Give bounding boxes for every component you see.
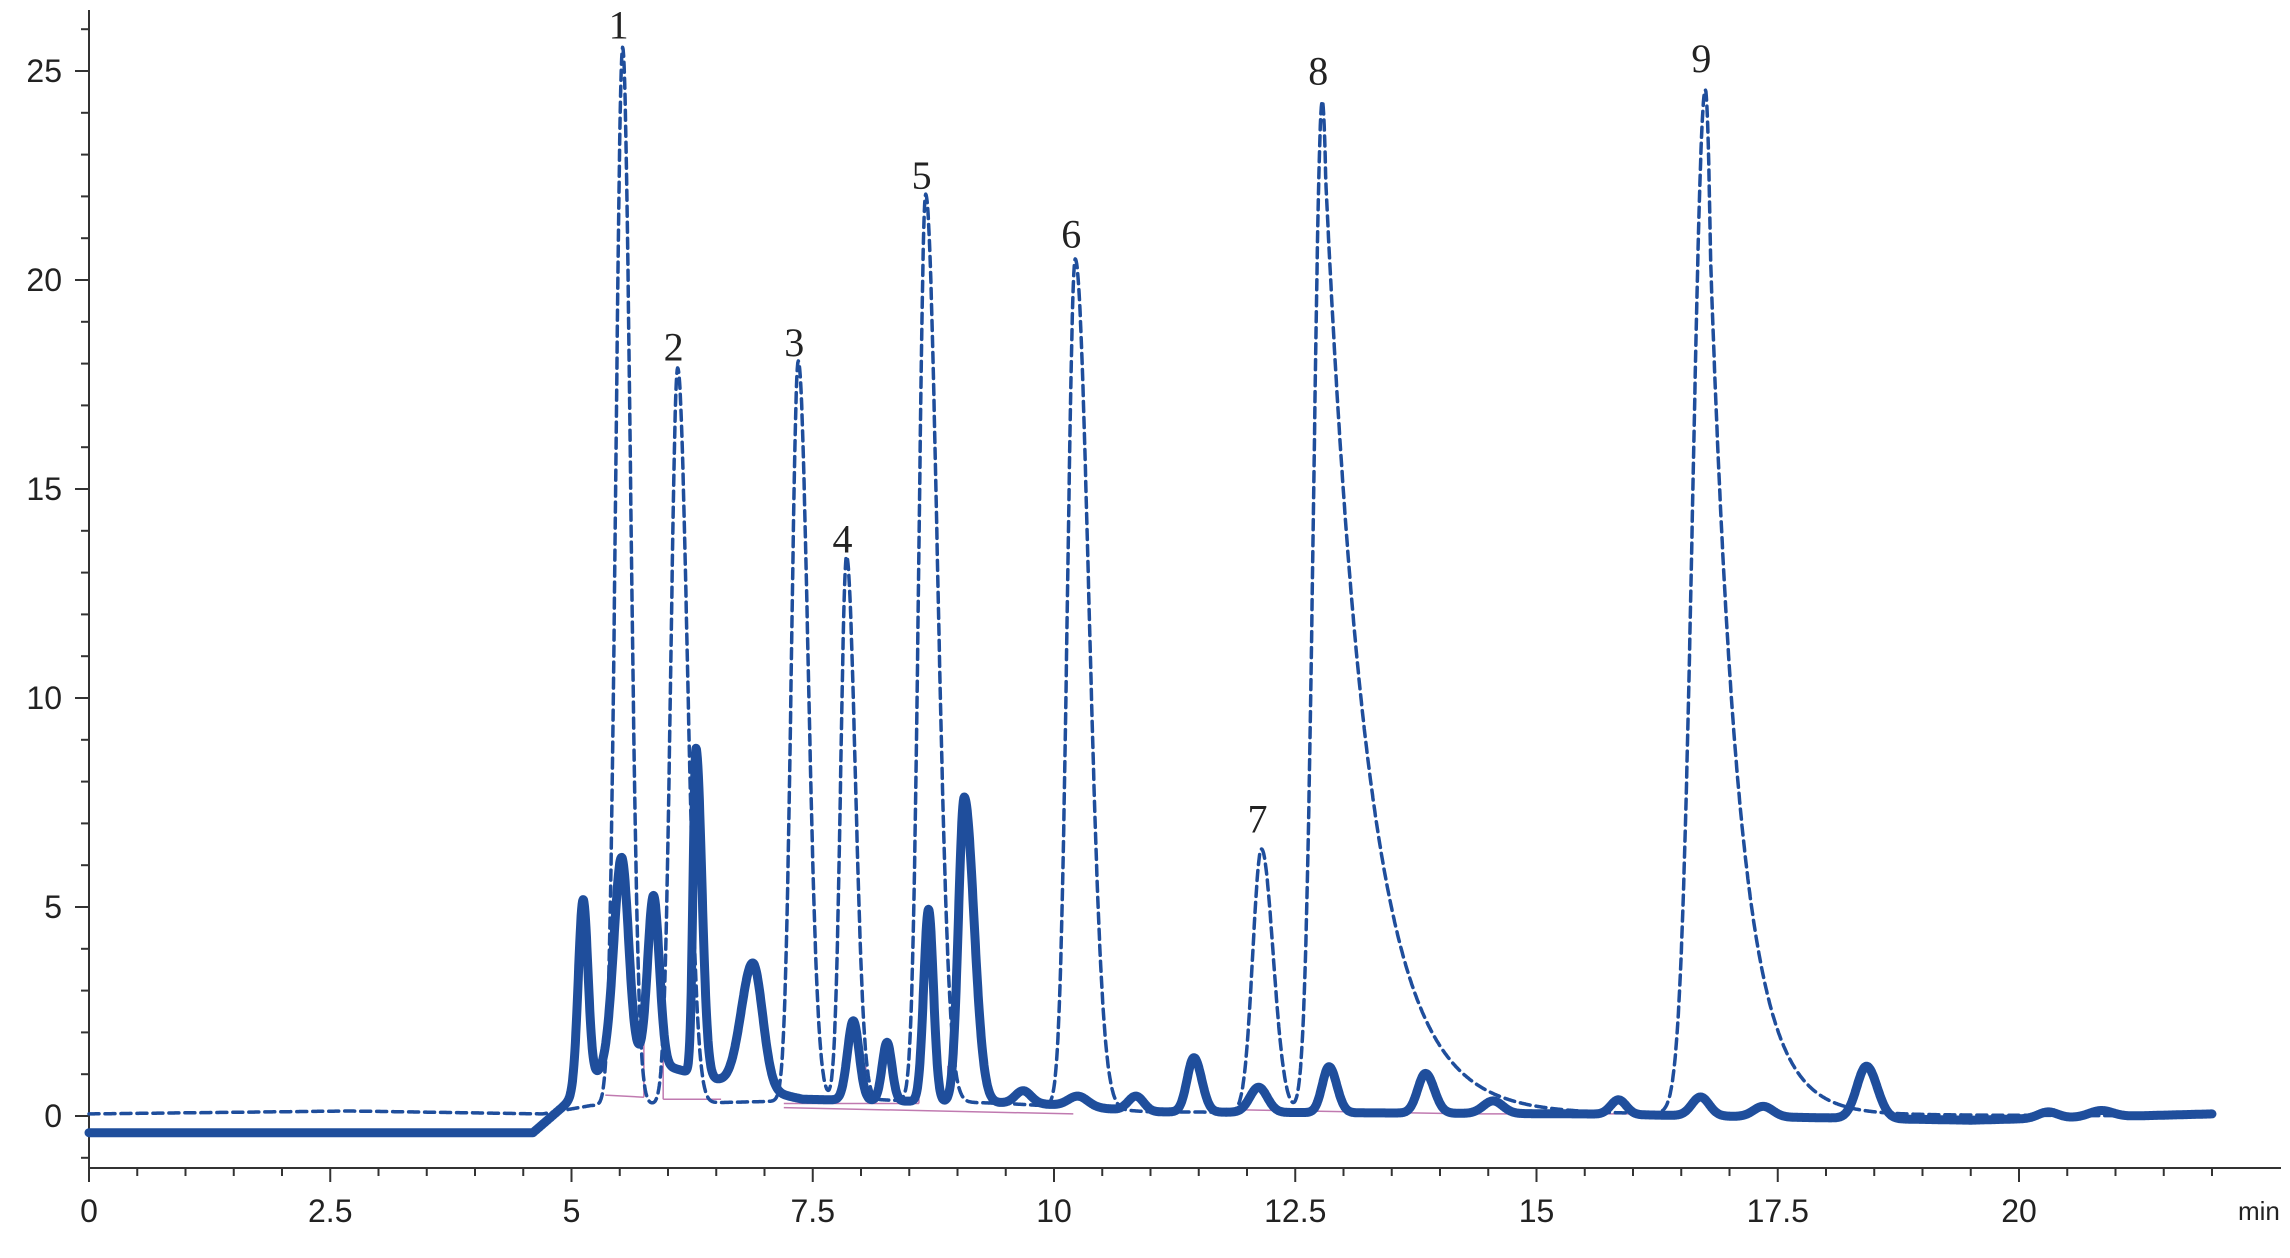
peak-label: 3 (784, 320, 804, 365)
y-tick-label: 15 (26, 471, 62, 507)
peak-label: 1 (609, 2, 629, 47)
x-tick-label: 10 (1036, 1193, 1072, 1229)
y-tick-label: 10 (26, 680, 62, 716)
peak-label: 5 (912, 153, 932, 198)
series-layer (84, 45, 2217, 1138)
y-tick-label: 5 (44, 889, 62, 925)
x-unit-label: min (2238, 1196, 2280, 1226)
x-tick-label: 7.5 (791, 1193, 835, 1229)
y-tick-label: 0 (44, 1098, 62, 1134)
x-tick-label: 20 (2001, 1193, 2037, 1229)
integration-line (605, 1094, 644, 1098)
peak-label: 7 (1247, 797, 1267, 842)
peak-label: 2 (664, 324, 684, 369)
x-tick-label: 2.5 (308, 1193, 352, 1229)
x-tick-label: 0 (80, 1193, 98, 1229)
integration-line (783, 1106, 1074, 1115)
y-tick-label: 20 (26, 262, 62, 298)
peak-label: 8 (1308, 48, 1328, 93)
y-tick-label: 25 (26, 53, 62, 89)
peak-label: 6 (1061, 211, 1081, 256)
peak-labels: 1 2 3 4 5 6 7 8 9 (609, 2, 1712, 841)
x-tick-label: 5 (563, 1193, 581, 1229)
x-tick-label: 17.5 (1747, 1193, 1809, 1229)
x-tick-label: 12.5 (1264, 1193, 1326, 1229)
dashed-trace (87, 45, 2214, 1118)
x-tick-label: 15 (1519, 1193, 1555, 1229)
peak-label: 9 (1691, 36, 1711, 81)
peak-label: 4 (833, 517, 853, 562)
solid-trace (84, 743, 2217, 1138)
